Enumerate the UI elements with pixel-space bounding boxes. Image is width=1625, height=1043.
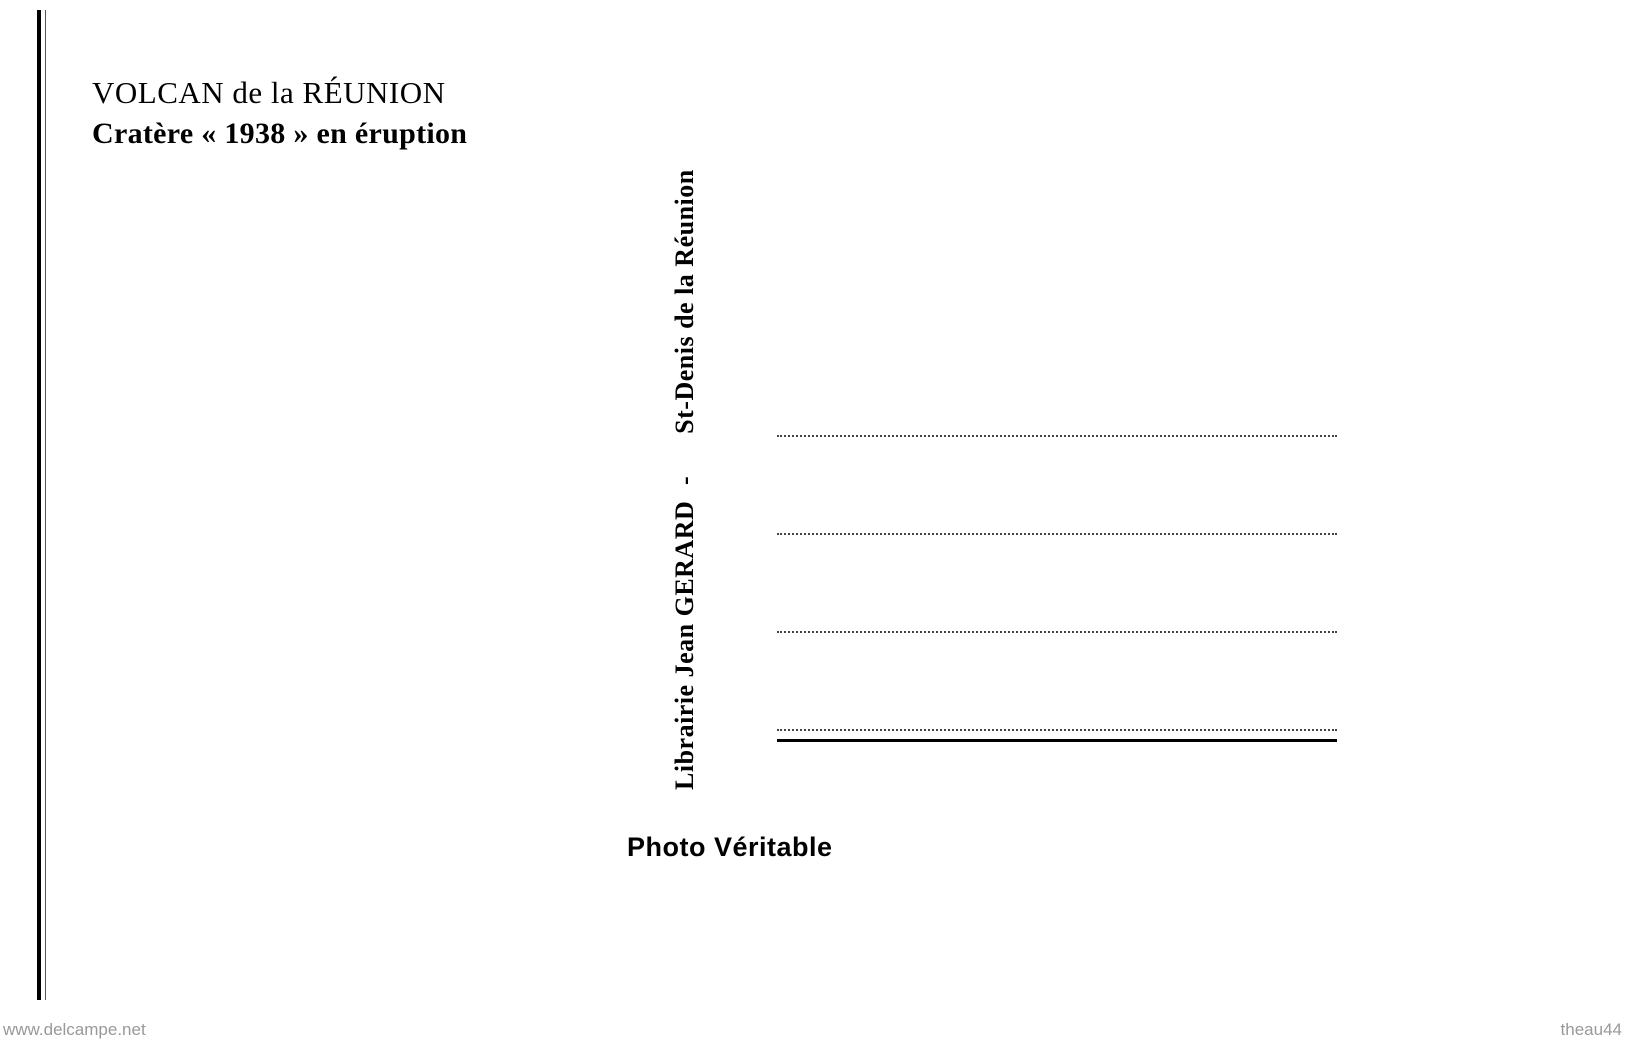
address-line-1 — [777, 435, 1337, 437]
publisher-location: - St-Denis de la Réunion — [670, 169, 700, 485]
title-line-2: Cratère « 1938 » en éruption — [92, 117, 467, 151]
left-border-thin — [45, 10, 46, 1000]
title-line-1: VOLCAN de la RÉUNION — [92, 75, 467, 111]
address-area — [777, 435, 1337, 742]
watermark-source: www.delcampe.net — [3, 1020, 146, 1040]
center-divider: Librairie Jean GERARD - St-Denis de la R… — [700, 230, 730, 790]
watermark-user: theau44 — [1561, 1020, 1622, 1040]
publisher-separator: - — [670, 476, 699, 485]
left-border-thick — [37, 10, 41, 1000]
photo-veritable-label: Photo Véritable — [627, 832, 833, 863]
publisher-city: St-Denis de la Réunion — [670, 169, 699, 434]
address-line-2 — [777, 533, 1337, 535]
postcard-back: VOLCAN de la RÉUNION Cratère « 1938 » en… — [37, 0, 1597, 1010]
publisher-name: Librairie Jean GERARD — [670, 501, 700, 790]
address-line-3 — [777, 631, 1337, 633]
title-block: VOLCAN de la RÉUNION Cratère « 1938 » en… — [92, 75, 467, 151]
address-line-solid — [777, 739, 1337, 742]
address-line-4 — [777, 729, 1337, 731]
